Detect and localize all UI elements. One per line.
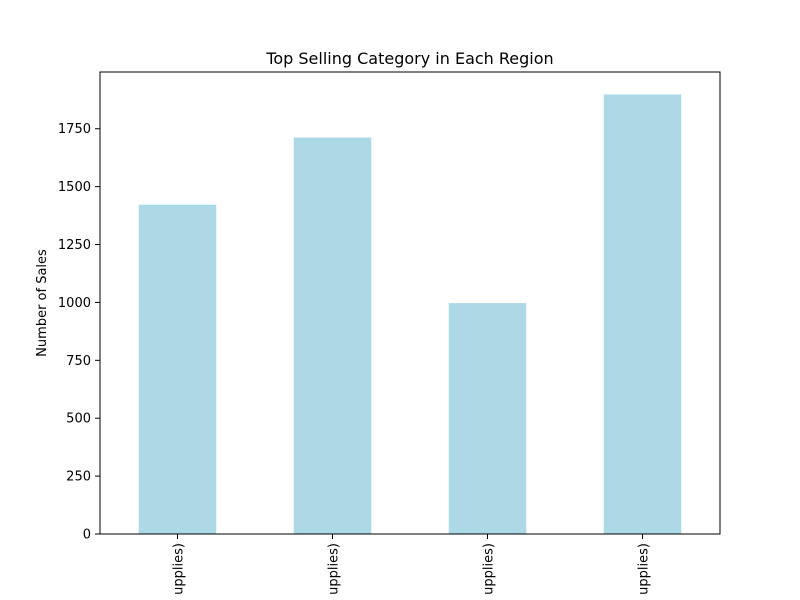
bar-1 [138,204,217,534]
bar-4 [603,94,682,535]
x-tick-label-3: upplies) [482,543,497,595]
bar-2 [293,137,372,535]
chart-title: Top Selling Category in Each Region [265,49,553,68]
bars-group [138,94,682,535]
y-axis-label: Number of Sales [35,249,50,357]
plot-frame [99,71,721,535]
y-ticks-group: 0 250 500 750 1000 1250 1500 1750 [58,122,100,543]
x-ticks-group: upplies) upplies) upplies) upplies) [172,534,652,595]
y-tick-label-1500: 1500 [58,180,91,195]
y-tick-label-250: 250 [66,470,91,485]
y-tick-label-750: 750 [66,354,91,369]
y-tick-label-500: 500 [66,412,91,427]
y-tick-label-1000: 1000 [58,296,91,311]
x-tick-label-1: upplies) [172,543,187,595]
y-tick-label-1750: 1750 [58,122,91,137]
x-tick-label-4: upplies) [637,543,652,595]
x-tick-label-2: upplies) [327,543,342,595]
bar-3 [448,303,527,534]
y-tick-label-0: 0 [83,528,91,543]
y-tick-label-1250: 1250 [58,238,91,253]
